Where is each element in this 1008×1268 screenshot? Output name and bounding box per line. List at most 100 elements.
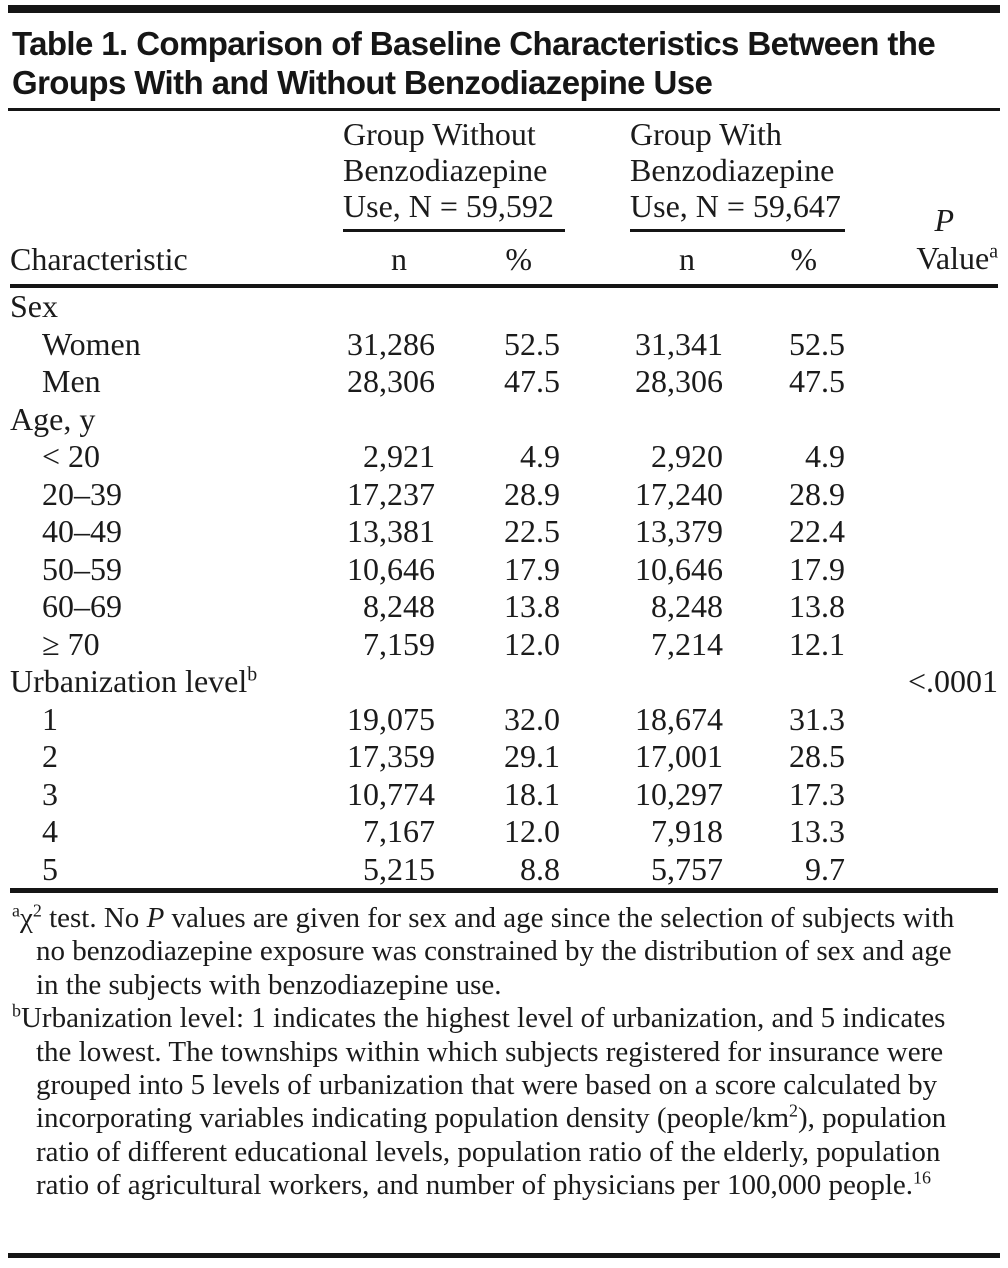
cell-n-with: 10,646 [635, 550, 723, 587]
cell-p-value [845, 588, 998, 626]
footnote-a-p-symbol: P [146, 902, 165, 934]
chi-exponent: 2 [32, 900, 42, 921]
cell-percent-without: 12.0 [504, 813, 560, 849]
row-label: 3 [42, 775, 58, 812]
cell-percent-with [723, 286, 845, 326]
footnote-b-text-2: ), population ratio of different educati… [36, 1102, 947, 1202]
cell-percent-with: 9.7 [723, 850, 845, 893]
row-label: 4 [42, 813, 58, 849]
group-with-block: Group With Benzodiazepine Use, N = 59,64… [630, 116, 845, 232]
cell-n-without [335, 663, 435, 701]
table-row: 1 19,075 32.0 18,674 31.3 [10, 701, 998, 739]
cell-p-value [845, 476, 998, 514]
group-with-line-3: Use, N = 59,647 [630, 188, 841, 224]
row-label: Age, y [10, 400, 96, 437]
cell-n-with: 13,379 [635, 513, 723, 549]
row-label: ≥ 70 [42, 625, 100, 662]
row-label: Urbanization levelb [10, 663, 258, 699]
row-label: Women [42, 325, 141, 362]
cell-n-without: 13,381 [347, 513, 435, 549]
cell-n-without: 17,359 [347, 738, 435, 774]
cell-percent-without [435, 286, 560, 326]
cell-n-with: 17,240 [635, 475, 723, 512]
column-header-percent-with: % [723, 232, 845, 288]
cell-percent-without: 52.5 [504, 325, 560, 362]
cell-n-without: 8,248 [363, 588, 435, 624]
cell-n-with [560, 401, 723, 439]
cell-p-value [845, 401, 998, 439]
cell-percent-with: 28.9 [789, 475, 845, 512]
cell-p-value [845, 776, 998, 814]
cell-n-without: 28,306 [347, 363, 435, 399]
column-header-percent-without: % [435, 232, 560, 288]
cell-p-value [845, 286, 998, 326]
table-row: 60–69 8,248 13.8 8,248 13.8 [10, 588, 998, 626]
baseline-characteristics-table: Group Without Benzodiazepine Use, N = 59… [10, 116, 998, 893]
characteristic-column-header: Characteristic [10, 232, 335, 288]
km-exponent: 2 [789, 1100, 798, 1121]
cell-percent-with: 28.5 [789, 738, 845, 774]
group-with-line-2: Benzodiazepine [630, 152, 835, 188]
group-without-header: Group Without Benzodiazepine Use, N = 59… [335, 116, 565, 232]
group-with-line-1: Group With [630, 116, 782, 152]
bottom-rule-divider [8, 1253, 1000, 1258]
cell-n-without: 5,215 [335, 850, 435, 893]
table-header: Group Without Benzodiazepine Use, N = 59… [10, 116, 998, 288]
table-footnotes: aχ2 test. No P values are given for sex … [12, 900, 970, 1203]
cell-n-with: 5,757 [560, 850, 723, 893]
cell-n-with: 18,674 [635, 700, 723, 737]
cell-n-with [560, 286, 723, 326]
cell-p-value [845, 626, 998, 664]
cell-n-without: 31,286 [347, 325, 435, 362]
table-title-line-1: Table 1. Comparison of Baseline Characte… [12, 25, 936, 62]
cell-percent-without: 47.5 [504, 363, 560, 399]
row-label: 5 [42, 850, 58, 887]
group-without-line-2: Benzodiazepine [343, 152, 548, 188]
row-label: 2 [42, 738, 58, 774]
cell-percent-with: 13.8 [789, 588, 845, 624]
footnote-a-text-2: values are given for sex and age since t… [36, 902, 955, 1001]
cell-percent-without: 4.9 [520, 438, 560, 474]
cell-percent-with: 22.4 [789, 513, 845, 549]
cell-percent-with: 13.3 [789, 813, 845, 849]
cell-n-with: 17,001 [635, 738, 723, 774]
group-without-block: Group Without Benzodiazepine Use, N = 59… [343, 116, 565, 232]
row-label: < 20 [42, 438, 101, 474]
cell-n-without: 10,646 [347, 550, 435, 587]
row-label: Men [42, 363, 101, 399]
cell-p-value [845, 326, 998, 364]
cell-n-with: 8,248 [651, 588, 723, 624]
cell-percent-without [435, 663, 560, 701]
p-value-header-superscript: a [989, 240, 998, 263]
cell-percent-with: 12.1 [789, 625, 845, 662]
cell-p-value [845, 551, 998, 589]
row-label: 50–59 [42, 550, 122, 587]
cell-n-with: 10,297 [635, 775, 723, 812]
cell-p-value [845, 363, 998, 401]
title-rule-divider [8, 108, 1000, 111]
cell-n-with: 2,920 [651, 438, 723, 474]
top-rule-divider [8, 5, 1000, 13]
footnote-b: bUrbanization level: 1 indicates the hig… [12, 1002, 970, 1202]
cell-p-value [845, 513, 998, 551]
table-row: 5 5,215 8.8 5,757 9.7 [10, 850, 998, 893]
cell-n-with: 28,306 [635, 363, 723, 399]
table-row: 20–39 17,237 28.9 17,240 28.9 [10, 476, 998, 514]
cell-n-with: 7,214 [651, 625, 723, 662]
header-spacer [10, 116, 335, 232]
cell-percent-without: 29.1 [504, 738, 560, 774]
cell-percent-with: 47.5 [789, 363, 845, 399]
cell-n-without: 2,921 [363, 438, 435, 474]
cell-percent-with [723, 401, 845, 439]
group-with-header: Group With Benzodiazepine Use, N = 59,64… [560, 116, 845, 232]
column-header-n-with: n [560, 232, 723, 288]
table-row: Women 31,286 52.5 31,341 52.5 [10, 326, 998, 364]
cell-percent-without: 18.1 [504, 775, 560, 812]
p-value-header-line-2: Valuea [916, 240, 998, 276]
table-row: Men 28,306 47.5 28,306 47.5 [10, 363, 998, 401]
column-header-row: Characteristic n % n % [10, 232, 998, 288]
footnote-a-marker: a [12, 900, 20, 921]
cell-percent-without: 8.8 [435, 850, 560, 893]
table-row: 50–59 10,646 17.9 10,646 17.9 [10, 551, 998, 589]
cell-p-value [845, 738, 998, 776]
